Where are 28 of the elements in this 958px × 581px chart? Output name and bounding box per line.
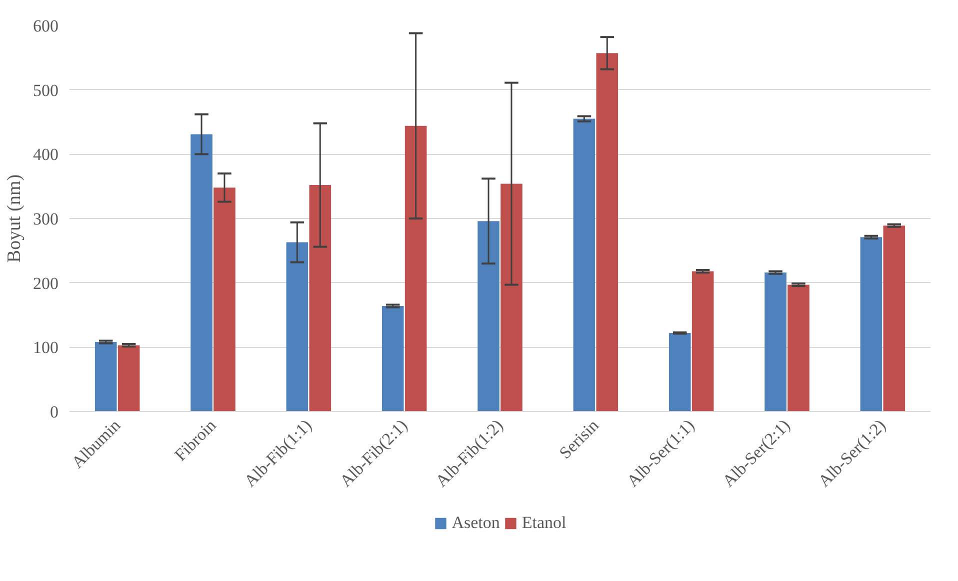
bar	[382, 306, 404, 412]
y-tick-label: 0	[50, 402, 58, 422]
bar	[573, 118, 596, 412]
bar	[118, 345, 140, 412]
y-tick-label: 300	[33, 210, 58, 228]
y-tick-label: 600	[33, 16, 58, 36]
bar	[214, 188, 236, 412]
bar	[596, 53, 618, 412]
bar	[286, 242, 308, 412]
legend-label: Etanol	[522, 512, 566, 532]
bar	[500, 184, 522, 412]
bar	[764, 272, 786, 412]
y-tick-label: 500	[33, 80, 58, 100]
y-tick-label: 100	[33, 338, 58, 358]
y-axis-title: Boyut (nm)	[4, 174, 25, 263]
bar	[668, 333, 691, 412]
bar	[788, 284, 810, 412]
bar	[692, 271, 714, 412]
bar	[883, 226, 906, 412]
bar	[309, 185, 332, 412]
bar	[404, 126, 427, 412]
bar	[94, 342, 117, 412]
bar	[478, 221, 500, 412]
y-tick-label: 200	[33, 274, 58, 293]
y-tick-label: 400	[33, 145, 58, 164]
legend-label: Aseton	[452, 512, 500, 532]
bar	[860, 237, 882, 412]
bar	[190, 134, 212, 412]
